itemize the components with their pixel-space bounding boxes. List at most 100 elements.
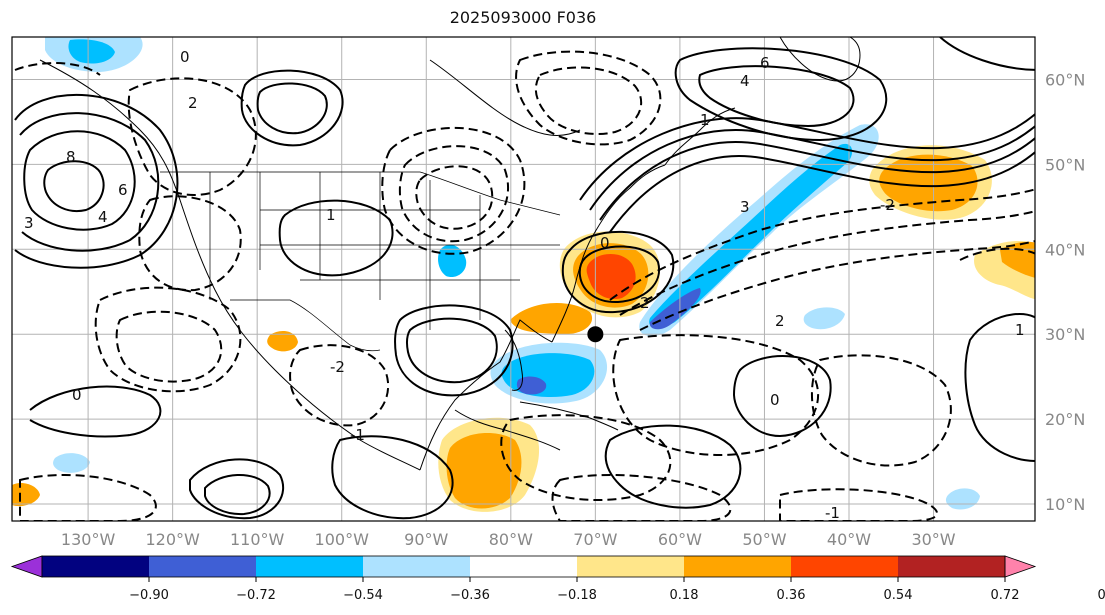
warm-anomaly-midatlantic-core	[879, 154, 978, 212]
coastline-caribbean	[454, 409, 561, 451]
contour-labrador-low-inner	[698, 65, 855, 128]
latitude-tick-labels: 10°N 20°N 30°N 40°N 50°N 60°N	[1045, 70, 1085, 514]
longitude-tick-labels: 130°W 120°W 110°W 100°W 90°W 80°W 70°W 60°W 50°W…	[61, 530, 956, 549]
lon-tick-label: 130°W	[61, 530, 116, 549]
colorbar-tick-label: 0.54	[884, 588, 913, 603]
contour-label: -2	[880, 196, 895, 214]
contour-label: -1	[825, 504, 840, 522]
colorbar: −0.90 −0.72 −0.54 −0.36 −0.18 0.18 0.36 0.54 0.7…	[10, 555, 1105, 603]
coastline-greenland	[779, 37, 861, 82]
coastline-canada-east	[664, 107, 736, 166]
colorbar-segment	[898, 556, 1005, 577]
colorbar-tick-label: 0.90	[1098, 588, 1105, 603]
contour-atlantic-south-neg	[612, 334, 819, 456]
contour-trough-hudson-2	[534, 66, 643, 136]
contour-bottom-neg	[551, 474, 732, 521]
lon-tick-label: 60°W	[658, 530, 702, 549]
contour-subtropics	[29, 385, 162, 438]
contour-atlantic-south-neg-2	[811, 354, 952, 467]
colorbar-segment	[577, 556, 684, 577]
contour-trough-great-lakes-3	[415, 165, 494, 230]
border-us-mexico	[230, 299, 381, 352]
cool-patch-gulf-stream	[803, 307, 845, 330]
contour-high-west-us-inner	[256, 82, 328, 135]
colorbar-tick-label: −0.90	[129, 588, 169, 603]
contour-label: 6	[760, 54, 770, 72]
colorbar-segment	[791, 556, 898, 577]
border-us-canada	[160, 171, 561, 216]
lat-tick-label: 40°N	[1045, 240, 1085, 259]
colorbar-extend-low	[10, 555, 43, 578]
coastline-cuba	[519, 401, 619, 431]
contour-label: 3	[740, 198, 750, 216]
colorbar-tick-label: 0.36	[777, 588, 806, 603]
contour-label: -2	[330, 358, 345, 376]
location-marker	[587, 326, 604, 343]
contour-label: 0	[600, 234, 610, 252]
lat-tick-label: 30°N	[1045, 325, 1085, 344]
lon-tick-label: 50°W	[742, 530, 786, 549]
map-title: 2025093000 F036	[449, 8, 597, 27]
contour-bottom-right-neg	[779, 488, 938, 521]
contour-carolina-low	[561, 230, 675, 314]
colorbar-segment	[256, 556, 363, 577]
cool-patch-pacific	[53, 453, 90, 473]
contour-label: 1	[700, 111, 710, 129]
contour-atlantic-neg-3	[639, 240, 1035, 331]
warm-anomaly-gulf	[510, 302, 593, 335]
contour-atlantic-jet-4	[609, 150, 1035, 233]
contour-high-pacific-mid	[19, 112, 160, 252]
lon-tick-label: 40°W	[827, 530, 871, 549]
contour-label: 3	[24, 214, 34, 232]
colorbar-tick-label: −0.72	[236, 588, 276, 603]
gridlines	[12, 37, 1035, 521]
contour-high-pacific-inner	[23, 130, 136, 231]
contour-far-east-neg	[959, 247, 1035, 261]
contour-atlantic-jet-2	[589, 124, 1035, 211]
contour-label: 6	[118, 181, 128, 199]
lat-tick-label: 50°N	[1045, 155, 1085, 174]
cool-band-atlantic-core	[649, 143, 853, 328]
contour-south-atlantic-arc	[604, 424, 742, 509]
contour-top-left-neg	[14, 62, 101, 76]
contour-label: 0	[72, 386, 82, 404]
contour-atlantic-neg-1	[609, 188, 1035, 301]
contour-atlantic-jet-3	[599, 136, 1035, 221]
contour-atlantic-south	[732, 355, 832, 438]
warm-patch-mexico	[267, 330, 298, 352]
cool-anomaly-florida-peak	[516, 376, 547, 395]
coastline-hudson	[429, 59, 581, 136]
colorbar-segment	[149, 556, 256, 577]
contour-label: 2	[640, 294, 650, 312]
contour-southeast-high-inner	[405, 317, 498, 384]
contour-label: 4	[740, 72, 750, 90]
contour-subtropics-neg-2	[115, 310, 223, 383]
cool-band-atlantic-peak	[649, 288, 701, 330]
lon-tick-label: 80°W	[489, 530, 533, 549]
contour-high-west-us	[240, 69, 344, 147]
contour-subtropics-neg	[94, 286, 242, 393]
colorbar-segment	[470, 556, 577, 577]
warm-anomaly-carolinas-peak	[586, 253, 636, 300]
colorbar-tick-label: 0.18	[670, 588, 699, 603]
contour-carolina-low-inner	[578, 245, 661, 304]
colorbar-segment	[42, 556, 149, 577]
colorbar-tick-label: −0.54	[343, 588, 383, 603]
contours-negative	[14, 50, 1035, 521]
contour-mexico-neg	[289, 344, 390, 427]
colorbar-tick-label: −0.18	[557, 588, 597, 603]
contour-label: 4	[98, 208, 108, 226]
lat-tick-label: 60°N	[1045, 70, 1085, 89]
lon-tick-label: 110°W	[230, 530, 285, 549]
contour-label: 1	[326, 206, 336, 224]
lat-tick-label: 20°N	[1045, 410, 1085, 429]
colorbar-tick-label: 0.72	[991, 588, 1020, 603]
political-borders	[160, 171, 561, 352]
contour-trough-west	[127, 77, 257, 196]
contour-atlantic-jet-1	[579, 112, 1035, 201]
contour-trough-west-2	[138, 195, 242, 292]
cool-anomaly-nw-core	[68, 39, 115, 64]
contour-label: 2	[188, 94, 198, 112]
coastline-gulf	[419, 319, 553, 471]
